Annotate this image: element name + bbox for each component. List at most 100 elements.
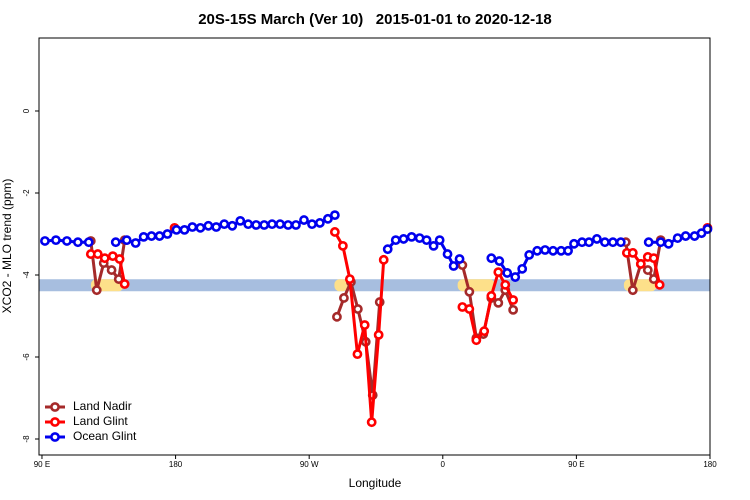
- point: [91, 285, 102, 296]
- point: [540, 245, 550, 255]
- point: [663, 238, 674, 249]
- point: [92, 249, 103, 259]
- y-tick-label: -2: [22, 189, 31, 197]
- point: [406, 231, 417, 242]
- point: [517, 263, 528, 274]
- point: [569, 238, 579, 249]
- point: [672, 233, 683, 243]
- x-tick-label: 180: [703, 460, 717, 469]
- point: [138, 231, 149, 242]
- land-band: [334, 279, 348, 292]
- plot-area: [39, 210, 711, 428]
- point: [275, 219, 285, 230]
- point: [344, 274, 355, 284]
- point: [464, 304, 475, 314]
- point: [62, 236, 72, 246]
- point: [510, 272, 521, 282]
- point: [332, 311, 342, 322]
- legend-marker: [50, 417, 60, 427]
- x-tick-label: 0: [441, 460, 446, 469]
- point: [635, 259, 646, 269]
- point: [642, 265, 653, 275]
- legend-label: Ocean Glint: [73, 429, 137, 443]
- point: [329, 227, 340, 237]
- point: [299, 215, 309, 225]
- plot-frame: [38, 37, 711, 456]
- point: [434, 235, 445, 246]
- point: [398, 234, 409, 244]
- point: [314, 218, 325, 228]
- point: [259, 220, 270, 230]
- point: [337, 240, 348, 251]
- point: [211, 222, 222, 232]
- point: [615, 237, 626, 248]
- y-tick-label: 0: [22, 108, 31, 113]
- point: [227, 220, 238, 231]
- legend-marker: [50, 402, 60, 412]
- point: [110, 237, 121, 248]
- point: [307, 219, 317, 230]
- series-line: [44, 213, 709, 279]
- point: [493, 297, 504, 308]
- x-tick-label: 90 E: [568, 460, 584, 469]
- point: [146, 231, 157, 241]
- point: [486, 253, 497, 264]
- legend-label: Land Glint: [73, 414, 128, 428]
- point: [154, 231, 165, 241]
- point: [373, 329, 384, 340]
- point: [584, 237, 594, 248]
- ocean-band: [39, 279, 710, 292]
- point: [291, 220, 301, 230]
- point: [471, 335, 482, 346]
- point: [508, 295, 519, 305]
- point: [187, 222, 198, 232]
- point: [267, 219, 277, 230]
- legend-marker: [50, 432, 60, 442]
- point: [366, 417, 377, 428]
- point: [119, 279, 130, 289]
- point: [121, 235, 132, 246]
- point: [51, 235, 61, 246]
- point: [219, 219, 230, 230]
- point: [680, 231, 691, 241]
- point: [563, 245, 573, 256]
- y-tick-label: -4: [22, 271, 31, 279]
- land-band: [457, 279, 495, 292]
- x-tick-label: 90 E: [34, 460, 50, 469]
- point: [106, 265, 117, 275]
- point: [448, 261, 459, 271]
- point: [235, 215, 246, 226]
- point: [548, 245, 558, 256]
- series-line: [91, 228, 708, 422]
- point: [508, 304, 519, 315]
- point: [283, 220, 294, 230]
- point: [643, 237, 654, 248]
- point: [130, 238, 141, 248]
- point: [655, 237, 666, 248]
- point: [352, 304, 363, 314]
- point: [251, 220, 262, 230]
- y-axis-label: XCO2 - MLO trend (ppm): [0, 179, 14, 314]
- legend-label: Land Nadir: [73, 399, 132, 413]
- point: [329, 210, 340, 221]
- point: [654, 279, 665, 290]
- point: [532, 245, 543, 256]
- point: [428, 240, 439, 251]
- point: [479, 326, 490, 337]
- point: [390, 235, 401, 246]
- point: [243, 219, 254, 230]
- point: [171, 224, 182, 235]
- point: [454, 254, 465, 264]
- point: [114, 254, 125, 264]
- point: [493, 267, 504, 278]
- point: [339, 293, 349, 303]
- chart-title: 20S-15S March (Ver 10) 2015-01-01 to 202…: [198, 11, 552, 28]
- point: [464, 286, 475, 297]
- point: [179, 224, 190, 235]
- point: [83, 237, 94, 248]
- y-tick-label: -6: [22, 353, 31, 361]
- point: [500, 279, 511, 290]
- point: [378, 254, 389, 265]
- point: [203, 220, 214, 231]
